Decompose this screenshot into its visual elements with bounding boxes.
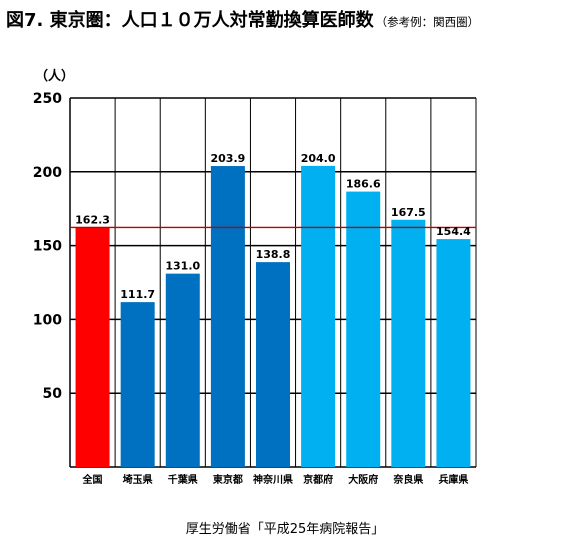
category-label-1: 全国: [82, 473, 103, 486]
data-label-2: 111.7: [120, 288, 155, 301]
bar-2: [120, 302, 155, 467]
category-label-6: 京都府: [303, 473, 333, 486]
category-label-7: 大阪府: [348, 473, 378, 486]
bar-3: [165, 273, 200, 467]
y-tick-label: 50: [43, 386, 63, 402]
data-label-7: 186.6: [346, 178, 381, 191]
bar-1: [75, 227, 110, 467]
chart-title: 図7. 東京圏：人口１０万人対常勤換算医師数 （参考例：関西圏）: [6, 6, 479, 32]
y-tick-label: 150: [33, 239, 62, 255]
data-label-5: 138.8: [256, 248, 291, 261]
bar-8: [391, 219, 426, 467]
data-label-1: 162.3: [75, 213, 110, 226]
chart-title-note: （参考例：関西圏）: [375, 15, 480, 29]
data-label-9: 154.4: [436, 225, 471, 238]
data-label-4: 203.9: [210, 152, 245, 165]
data-label-8: 167.5: [391, 206, 426, 219]
bar-7: [346, 191, 381, 467]
category-label-2: 埼玉県: [123, 473, 153, 486]
y-tick-label: 100: [33, 312, 62, 328]
category-label-4: 東京都: [213, 473, 243, 486]
bar-5: [256, 262, 290, 467]
category-label-8: 奈良県: [392, 473, 423, 486]
y-tick-label: 250: [33, 91, 62, 107]
data-label-6: 204.0: [301, 152, 336, 165]
category-label-3: 千葉県: [168, 473, 198, 486]
data-label-3: 131.0: [165, 260, 200, 273]
y-axis-label: （人）: [35, 68, 74, 84]
category-label-9: 兵庫県: [438, 473, 468, 486]
category-label-5: 神奈川県: [253, 473, 293, 486]
source-note: 厚生労働省「平成25年病院報告」: [185, 522, 385, 537]
bar-4: [210, 166, 245, 468]
y-tick-label: 200: [33, 165, 62, 181]
bar-9: [436, 239, 471, 467]
bar-6: [301, 165, 336, 467]
chart-title-main: 図7. 東京圏：人口１０万人対常勤換算医師数: [6, 10, 374, 31]
